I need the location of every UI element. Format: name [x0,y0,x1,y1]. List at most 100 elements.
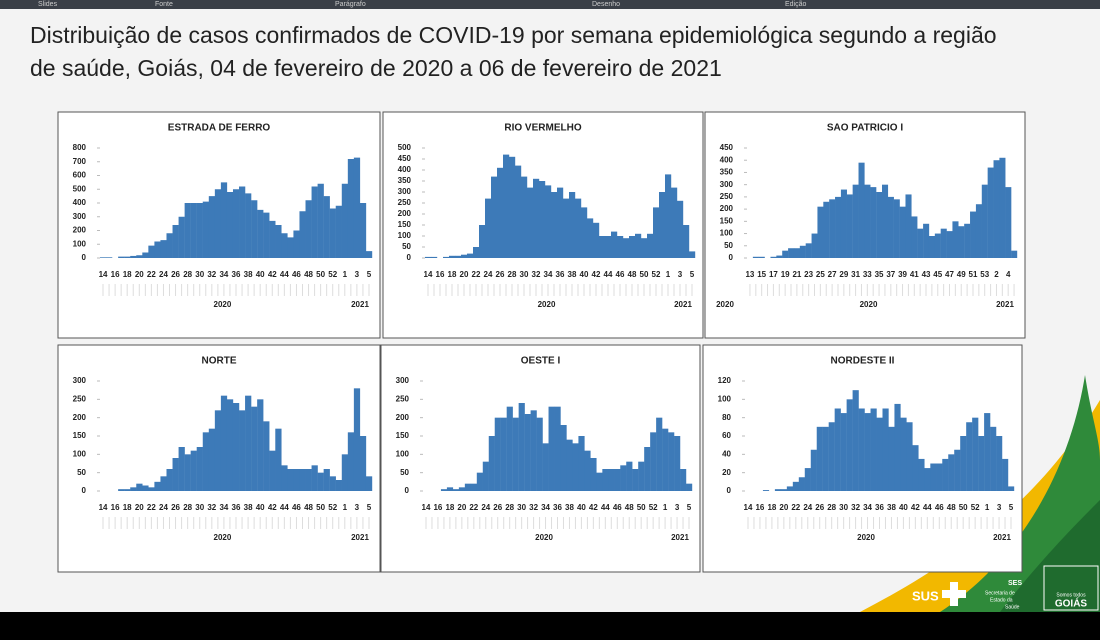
bar [311,186,318,258]
x-tick-label: 46 [616,270,625,279]
decor-green-dark [1000,500,1100,612]
bar [876,417,883,491]
x-tick-label: 25 [816,270,825,279]
bar [923,223,930,258]
x-tick-label: 16 [436,270,445,279]
bar [190,203,197,258]
x-tick-label: 14 [744,503,753,512]
logo-text: Secretaria de [985,590,1015,596]
bar [470,483,477,491]
x-tick-label: 18 [448,270,457,279]
x-tick-label: 35 [875,270,884,279]
slide-title: Distribuição de casos confirmados de COV… [30,22,997,48]
bar [882,184,889,258]
y-tick-label: 0 [82,486,87,495]
bar [780,489,788,491]
bar [870,187,877,258]
y-tick-label: 200 [720,204,734,213]
bar [1002,458,1009,491]
x-tick-label: 5 [1009,503,1014,512]
panel-title: OESTE I [521,356,561,367]
bar [518,403,525,491]
bar [482,461,489,491]
x-tick-label: 46 [613,503,622,512]
x-tick-label: 26 [815,503,824,512]
x-tick-label: 26 [171,270,180,279]
bar [488,436,495,491]
y-tick-label: 50 [77,468,86,477]
y-tick-label: 400 [720,155,734,164]
bar [341,183,349,258]
x-tick-label: 46 [292,503,301,512]
x-tick-label: 42 [911,503,920,512]
bar [335,205,342,258]
x-tick-label: 44 [280,270,289,279]
x-tick-label: 40 [256,270,265,279]
y-tick-label: 300 [720,180,734,189]
ribbon-label[interactable]: Edição [785,1,807,8]
year-label: 2021 [996,300,1014,309]
bar [964,223,971,258]
x-tick-label: 1 [343,270,348,279]
bar [569,192,576,258]
bar [269,220,276,258]
bar [1011,250,1018,258]
x-tick-label: 23 [804,270,813,279]
x-tick-label: 5 [367,270,372,279]
bar [906,422,913,491]
bar [758,256,765,258]
bar [572,443,579,491]
y-tick-label: 20 [722,468,731,477]
x-tick-label: 20 [135,503,144,512]
bar [668,432,675,491]
bar [822,426,829,491]
bar [281,465,288,491]
x-tick-label: 5 [367,503,372,512]
y-tick-label: 120 [718,376,732,385]
bar [817,206,824,258]
bar [323,469,330,491]
x-tick-label: 4 [1006,270,1011,279]
bar [299,469,306,491]
bar [311,465,318,491]
bar [269,450,276,491]
bar [359,203,367,258]
x-tick-label: 18 [123,503,132,512]
y-tick-label: 250 [396,394,410,403]
ribbon-label[interactable]: Parágrafo [335,1,366,8]
x-tick-label: 24 [484,270,493,279]
bar [458,487,466,491]
x-tick-label: 53 [980,270,989,279]
bar [214,410,222,491]
y-tick-label: 250 [720,192,734,201]
y-tick-label: 100 [73,239,87,248]
bar [172,225,179,258]
bar [202,201,209,258]
year-label: 2021 [351,300,369,309]
bar [329,208,336,258]
x-tick-label: 38 [565,503,574,512]
panel-title: ESTRADA DE FERRO [168,123,271,134]
bar [190,450,197,491]
bar [497,167,504,258]
bar [560,425,567,491]
ribbon-label[interactable]: Slides [38,1,58,8]
ribbon-label[interactable]: Desenho [592,1,620,8]
x-tick-label: 34 [541,503,550,512]
bar [142,252,149,258]
x-tick-label: 44 [923,503,932,512]
x-tick-label: 40 [899,503,908,512]
bar [479,225,486,258]
bar [425,256,432,258]
bar [635,233,642,258]
ribbon-label[interactable]: Fonte [155,1,173,8]
x-tick-label: 2 [994,270,999,279]
bar [917,228,924,258]
y-tick-label: 0 [727,486,732,495]
bar [662,428,669,491]
bar [928,236,936,258]
bar [840,189,847,258]
bar [990,426,997,491]
x-tick-label: 51 [969,270,978,279]
x-tick-label: 1 [985,503,990,512]
